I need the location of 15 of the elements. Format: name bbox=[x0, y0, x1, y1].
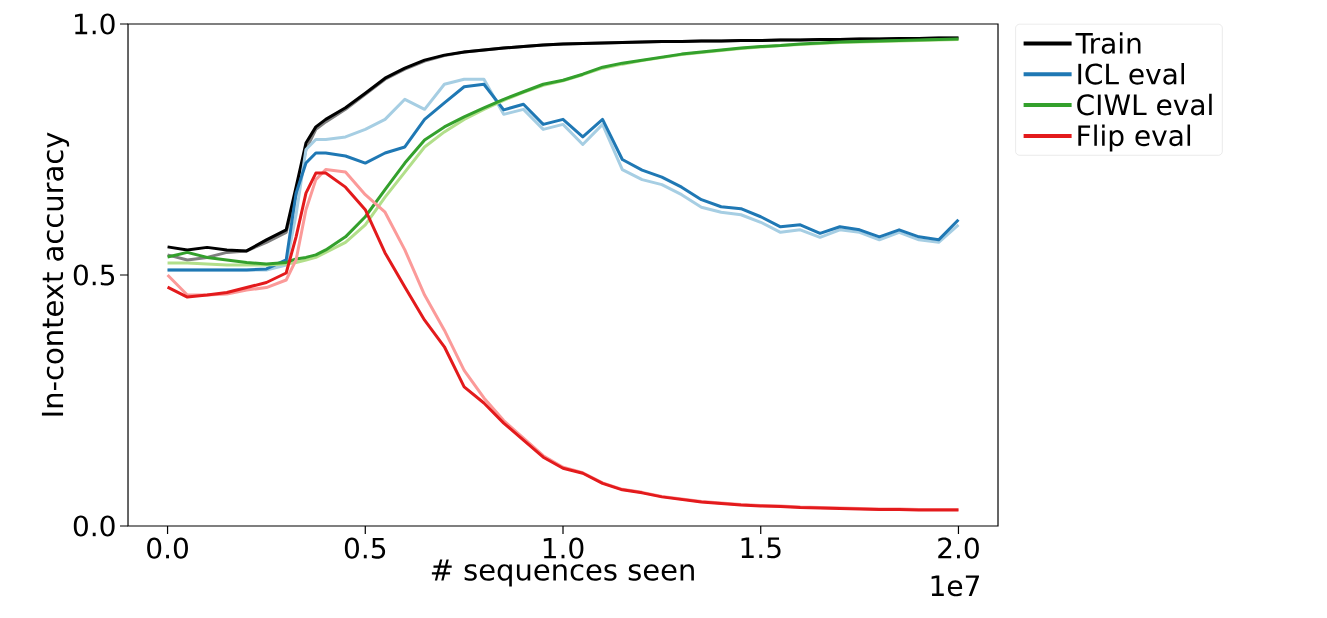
y-tick-label: 1.0 bbox=[75, 13, 115, 35]
x-tick-label: 1.0 bbox=[543, 537, 584, 559]
y-axis-title: In-context accuracy bbox=[41, 132, 70, 416]
x-tick-label: 0.0 bbox=[147, 537, 188, 559]
legend-label: ICL eval bbox=[1078, 62, 1184, 85]
y-tick-label: 0.5 bbox=[73, 264, 115, 286]
text: 1e7 bbox=[931, 575, 980, 597]
legend-label: Train bbox=[1075, 32, 1141, 54]
legend-label: CIWL eval bbox=[1077, 93, 1212, 116]
y-tick-label: 0.0 bbox=[73, 515, 115, 537]
x-tick-label: 2.0 bbox=[938, 537, 979, 559]
x-tick-label: 1.5 bbox=[741, 537, 781, 559]
x-axis-title: # sequences seen bbox=[431, 559, 694, 587]
x-tick-label: 0.5 bbox=[344, 537, 386, 559]
legend-label: Flip eval bbox=[1078, 124, 1191, 152]
